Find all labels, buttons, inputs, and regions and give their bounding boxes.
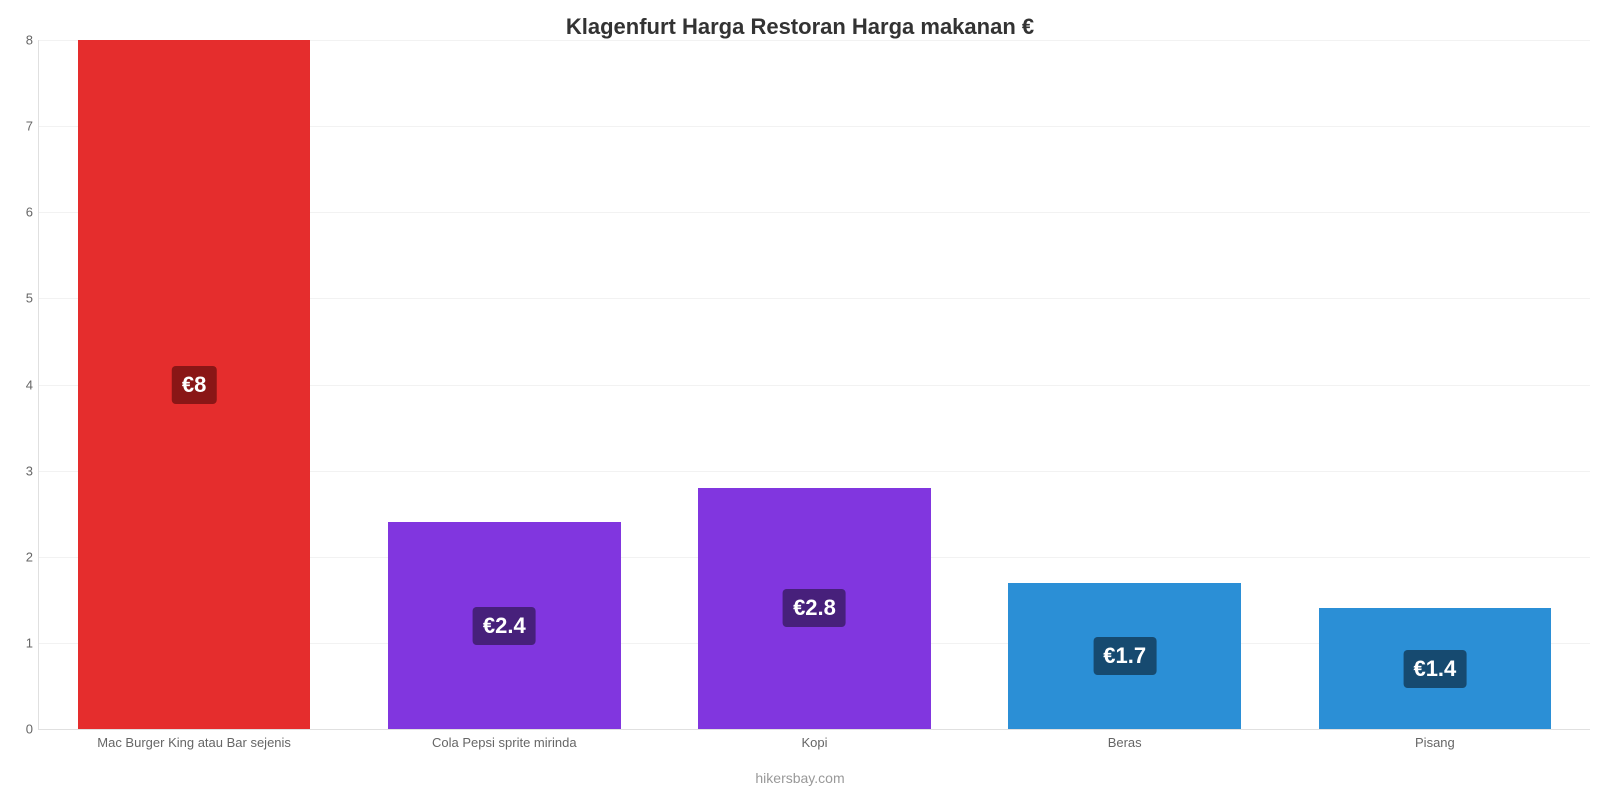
ytick-label: 8: [26, 33, 33, 48]
bar: €2.8: [698, 488, 931, 729]
bar: €1.4: [1319, 608, 1552, 729]
ytick-label: 4: [26, 377, 33, 392]
xtick-label: Kopi: [801, 735, 827, 750]
bar: €8: [78, 40, 311, 729]
xtick-label: Cola Pepsi sprite mirinda: [432, 735, 577, 750]
ytick-label: 2: [26, 549, 33, 564]
chart-title: Klagenfurt Harga Restoran Harga makanan …: [0, 14, 1600, 40]
bar-value-label: €8: [172, 366, 216, 404]
bar: €1.7: [1008, 583, 1241, 729]
xtick-label: Beras: [1108, 735, 1142, 750]
bar-value-label: €1.4: [1403, 650, 1466, 688]
ytick-label: 6: [26, 205, 33, 220]
ytick-label: 3: [26, 463, 33, 478]
xtick-label: Pisang: [1415, 735, 1455, 750]
ytick-label: 5: [26, 291, 33, 306]
bars-container: €8Mac Burger King atau Bar sejenis€2.4Co…: [39, 40, 1590, 729]
bar: €2.4: [388, 522, 621, 729]
ytick-label: 7: [26, 119, 33, 134]
bar-value-label: €2.8: [783, 589, 846, 627]
bar-value-label: €1.7: [1093, 637, 1156, 675]
ytick-label: 0: [26, 722, 33, 737]
plot-area: 012345678 €8Mac Burger King atau Bar sej…: [38, 40, 1590, 730]
xtick-label: Mac Burger King atau Bar sejenis: [97, 735, 291, 750]
ytick-label: 1: [26, 635, 33, 650]
source-label: hikersbay.com: [0, 770, 1600, 786]
bar-value-label: €2.4: [473, 607, 536, 645]
